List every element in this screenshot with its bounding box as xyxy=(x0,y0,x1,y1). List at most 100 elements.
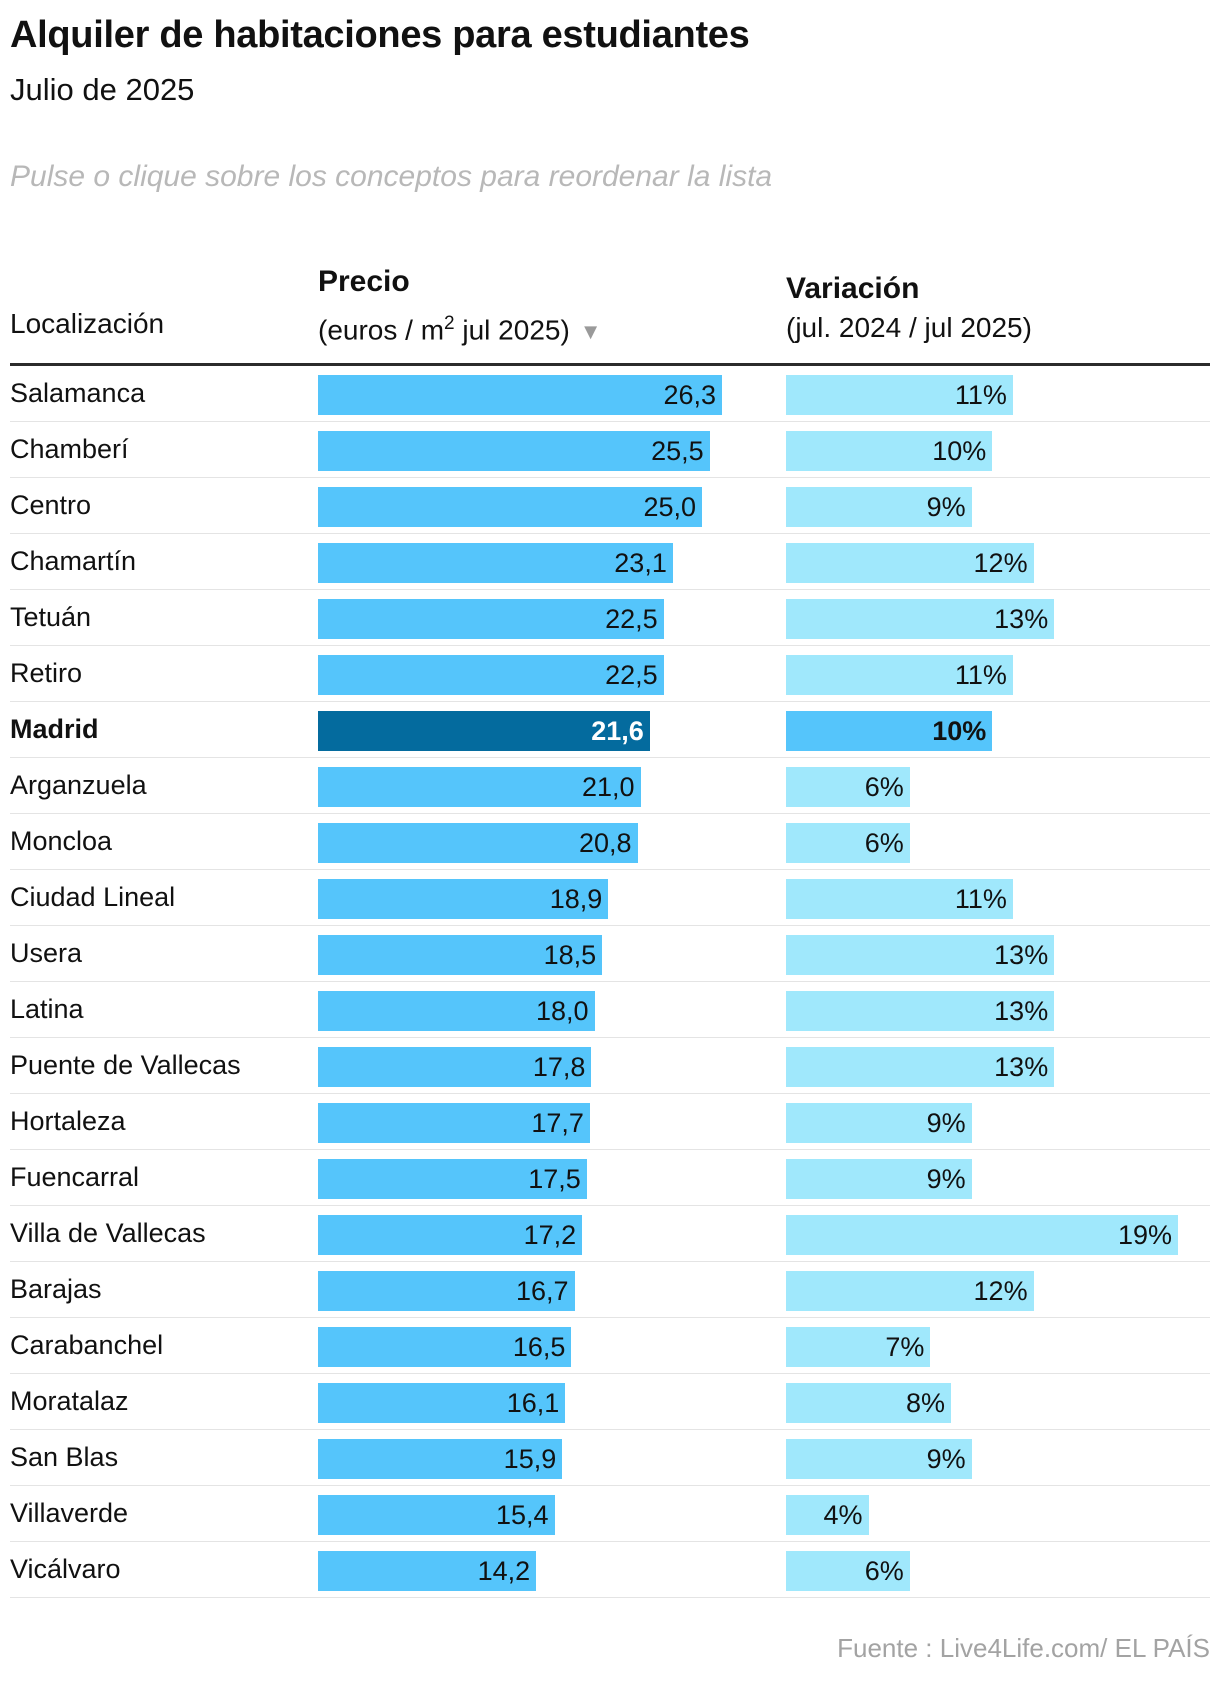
price-value-label: 16,5 xyxy=(512,1332,566,1362)
header-location[interactable]: Localización xyxy=(10,308,164,340)
price-value-label: 25,0 xyxy=(643,492,697,522)
table-row: Chamartín 23,1 12% xyxy=(10,534,1210,590)
variation-value-label: 9% xyxy=(926,1444,966,1474)
variation-bar: 6% xyxy=(786,1551,910,1591)
variation-value-label: 12% xyxy=(973,1276,1028,1306)
header-location-label: Localización xyxy=(10,308,165,339)
source-note: Fuente : Live4Life.com/ EL PAÍS xyxy=(837,1633,1210,1663)
variation-value-label: 9% xyxy=(926,1164,966,1194)
price-value-label: 21,6 xyxy=(591,716,644,746)
chart-subtitle: Julio de 2025 xyxy=(10,72,195,107)
row-label: Hortaleza xyxy=(10,1106,126,1136)
variation-value-label: 9% xyxy=(926,492,966,522)
price-bar: 16,5 xyxy=(318,1327,572,1367)
row-label: Vicálvaro xyxy=(10,1554,121,1584)
price-value-label: 21,0 xyxy=(582,772,635,802)
row-divider xyxy=(10,1205,1210,1206)
price-bar: 26,3 xyxy=(318,375,722,415)
variation-bar: 19% xyxy=(786,1215,1178,1255)
price-value-label: 17,5 xyxy=(528,1164,581,1194)
table-row: Madrid 21,6 10% xyxy=(10,702,1210,758)
variation-bar: 10% xyxy=(786,711,993,751)
row-label: Moncloa xyxy=(10,826,113,856)
table-row: Centro 25,0 9% xyxy=(10,478,1210,534)
variation-value-label: 10% xyxy=(932,716,987,746)
row-label: Carabanchel xyxy=(10,1330,164,1360)
price-value-label: 16,1 xyxy=(506,1388,560,1418)
row-divider xyxy=(10,1317,1210,1318)
variation-bar: 9% xyxy=(786,1103,972,1143)
row-label: Barajas xyxy=(10,1274,102,1304)
row-label: Ciudad Lineal xyxy=(10,882,176,912)
variation-value-label: 6% xyxy=(864,828,904,858)
price-bar: 18,5 xyxy=(318,935,603,975)
variation-bar: 13% xyxy=(786,1047,1055,1087)
variation-bar: 6% xyxy=(786,767,910,807)
table-row: Tetuán 22,5 13% xyxy=(10,590,1210,646)
variation-value-label: 11% xyxy=(954,884,1007,914)
row-label: Centro xyxy=(10,490,92,520)
table-row: Salamanca 26,3 11% xyxy=(10,366,1210,422)
price-value-label: 26,3 xyxy=(663,380,716,410)
variation-value-label: 9% xyxy=(926,1108,966,1138)
variation-value-label: 12% xyxy=(973,548,1028,578)
row-divider xyxy=(10,421,1210,422)
variation-value-label: 4% xyxy=(823,1500,863,1530)
price-value-label: 18,0 xyxy=(535,996,589,1026)
row-label: Usera xyxy=(10,938,83,968)
variation-value-label: 13% xyxy=(994,996,1049,1026)
variation-bar: 7% xyxy=(786,1327,931,1367)
variation-bar: 13% xyxy=(786,991,1055,1031)
header-price-sub-prefix: (euros / m xyxy=(318,314,445,346)
variation-value-label: 13% xyxy=(994,604,1049,634)
row-divider xyxy=(10,1429,1210,1430)
price-bar: 25,0 xyxy=(318,487,703,527)
variation-bar: 13% xyxy=(786,935,1055,975)
price-bar: 25,5 xyxy=(318,431,710,471)
variation-value-label: 11% xyxy=(954,660,1007,690)
price-value-label: 16,7 xyxy=(515,1276,569,1306)
table-row: Hortaleza 17,7 9% xyxy=(10,1094,1210,1150)
row-label: Madrid xyxy=(10,714,99,744)
price-value-label: 15,9 xyxy=(503,1444,557,1474)
variation-value-label: 6% xyxy=(864,1556,904,1586)
row-label: Villa de Vallecas xyxy=(10,1218,206,1248)
row-label: Retiro xyxy=(10,658,83,688)
price-value-label: 20,8 xyxy=(578,828,632,858)
variation-bar: 9% xyxy=(786,1439,972,1479)
price-bar: 15,4 xyxy=(318,1495,555,1535)
header-price-sub-suffix: jul 2025) xyxy=(454,314,570,346)
row-label: Chamartín xyxy=(10,546,137,576)
row-label: Tetuán xyxy=(10,602,92,632)
variation-bar: 6% xyxy=(786,823,910,863)
row-label: Arganzuela xyxy=(10,770,147,800)
price-value-label: 17,7 xyxy=(531,1108,584,1138)
row-divider xyxy=(10,701,1210,702)
row-divider xyxy=(10,813,1210,814)
variation-bar: 9% xyxy=(786,1159,972,1199)
price-bar: 17,2 xyxy=(318,1215,583,1255)
row-label: Latina xyxy=(10,994,84,1024)
table-row: Retiro 22,5 11% xyxy=(10,646,1210,702)
variation-bar: 11% xyxy=(786,375,1013,415)
table-row: Usera 18,5 13% xyxy=(10,926,1210,982)
header-price[interactable]: Precio (euros / m2 jul 2025) ▼ xyxy=(318,265,602,346)
table-row: Chamberí 25,5 10% xyxy=(10,422,1210,478)
price-bar: 16,1 xyxy=(318,1383,566,1423)
header-price-subtitle: (euros / m2 jul 2025) ▼ xyxy=(318,313,602,346)
row-divider xyxy=(10,1261,1210,1262)
row-divider xyxy=(10,869,1210,870)
price-value-label: 22,5 xyxy=(605,660,658,690)
row-divider xyxy=(10,981,1210,982)
header-variation-title: Variación xyxy=(786,272,920,305)
row-divider xyxy=(10,1093,1210,1094)
price-value-label: 18,5 xyxy=(543,940,597,970)
header-variation-subtitle: (jul. 2024 / jul 2025) xyxy=(786,312,1032,343)
table-row: Latina 18,0 13% xyxy=(10,982,1210,1038)
variation-bar: 13% xyxy=(786,599,1055,639)
row-label: Moratalaz xyxy=(10,1386,129,1416)
table-row: Barajas 16,7 12% xyxy=(10,1262,1210,1318)
row-label: San Blas xyxy=(10,1442,119,1472)
table-row: Carabanchel 16,5 7% xyxy=(10,1318,1210,1374)
header-variation[interactable]: Variación (jul. 2024 / jul 2025) xyxy=(786,272,1032,344)
